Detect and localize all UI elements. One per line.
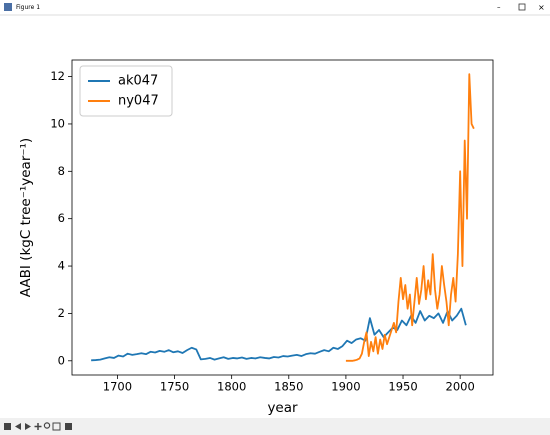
x-tick-label: 2000 <box>446 380 475 394</box>
configure-button[interactable] <box>52 422 61 431</box>
x-tick-label: 1700 <box>103 380 132 394</box>
y-axis-label: AABI (kgC tree⁻¹year⁻¹) <box>18 138 34 297</box>
data-line <box>91 307 467 362</box>
y-tick-label: 10 <box>50 116 65 130</box>
zoom-button[interactable] <box>43 422 51 429</box>
x-axis-label: year <box>267 400 298 416</box>
legend-box <box>79 65 173 117</box>
x-tick-label: 1850 <box>274 380 303 394</box>
legend-label: ny047 <box>118 94 159 109</box>
y-tick-label: 6 <box>58 211 65 225</box>
home-button[interactable] <box>4 423 11 430</box>
app-icon <box>4 3 12 11</box>
maximize-button[interactable] <box>518 3 526 11</box>
pan-button[interactable] <box>34 423 42 430</box>
x-tick-label: 1750 <box>160 380 189 394</box>
forward-button[interactable] <box>25 423 31 430</box>
data-line <box>345 73 475 362</box>
x-tick-label: 1900 <box>331 380 360 394</box>
y-tick-label: 0 <box>58 353 65 367</box>
x-tick-label: 1800 <box>217 380 246 394</box>
y-tick-label: 4 <box>58 259 65 273</box>
y-tick-label: 2 <box>58 306 65 320</box>
save-button[interactable] <box>65 423 72 430</box>
y-tick-label: 8 <box>58 164 65 178</box>
back-button[interactable] <box>15 423 21 430</box>
toolbar-buttons <box>4 422 72 431</box>
title-bar <box>0 0 550 15</box>
legend-label: ak047 <box>118 74 158 89</box>
minimize-button[interactable]: – <box>497 4 501 12</box>
axes-frame <box>71 59 494 376</box>
x-tick-label: 1950 <box>388 380 417 394</box>
y-tick-label: 12 <box>50 69 65 83</box>
toolbar <box>0 418 550 435</box>
plot: 1700 1750 1800 1850 1900 1950 2000 0 2 4 6 8 10 12 yea… <box>18 59 494 416</box>
window-title: Figure 1 <box>16 4 40 11</box>
close-button[interactable]: × <box>538 3 545 12</box>
